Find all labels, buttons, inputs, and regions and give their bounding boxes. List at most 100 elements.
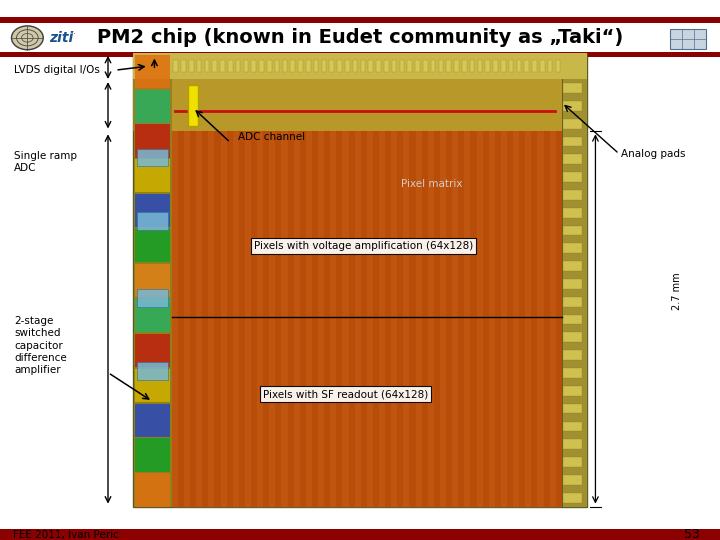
Bar <box>562 53 587 507</box>
Bar <box>137 362 168 380</box>
Bar <box>184 131 190 507</box>
Bar <box>563 386 582 396</box>
Bar <box>133 53 587 79</box>
Bar <box>563 119 582 129</box>
Bar <box>361 131 366 507</box>
Bar <box>489 131 495 507</box>
Bar <box>188 85 199 126</box>
Bar <box>563 279 582 289</box>
Bar <box>482 131 489 507</box>
Bar <box>513 131 519 507</box>
Bar <box>174 60 178 72</box>
Bar <box>563 404 582 414</box>
Bar <box>343 131 348 507</box>
Bar <box>212 60 217 72</box>
Text: Pixel matrix: Pixel matrix <box>401 179 463 188</box>
Bar <box>385 131 391 507</box>
Bar <box>348 131 355 507</box>
Bar <box>294 131 300 507</box>
Bar <box>563 350 582 360</box>
Bar <box>366 131 373 507</box>
Bar <box>563 83 582 93</box>
Bar <box>259 60 264 72</box>
Bar <box>306 131 312 507</box>
Bar <box>563 315 582 325</box>
Bar <box>509 60 513 72</box>
Bar <box>322 60 326 72</box>
Bar <box>477 60 482 72</box>
Bar <box>391 131 397 507</box>
Bar <box>324 131 330 507</box>
Bar <box>239 131 245 507</box>
Bar <box>540 60 545 72</box>
Text: Pixels with SF readout (64x128): Pixels with SF readout (64x128) <box>263 389 428 399</box>
Bar <box>135 229 170 262</box>
Bar <box>208 131 215 507</box>
Bar <box>330 131 336 507</box>
Bar <box>485 60 490 72</box>
Bar <box>275 131 282 507</box>
Text: ...: ... <box>69 29 76 35</box>
Bar <box>202 131 208 507</box>
Bar <box>197 60 202 72</box>
Bar <box>135 159 170 192</box>
Bar <box>392 60 397 72</box>
Bar <box>181 60 186 72</box>
Bar <box>137 289 168 307</box>
Bar <box>517 60 521 72</box>
Bar <box>267 60 271 72</box>
Bar <box>227 131 233 507</box>
Bar <box>282 60 287 72</box>
Bar <box>133 53 587 507</box>
Bar <box>137 148 168 166</box>
Bar <box>264 131 269 507</box>
Bar <box>336 131 343 507</box>
Bar <box>469 60 474 72</box>
Bar <box>135 299 170 332</box>
Bar <box>563 190 582 200</box>
Bar <box>220 60 225 72</box>
Bar <box>549 131 556 507</box>
Bar <box>493 60 498 72</box>
Bar <box>544 131 549 507</box>
Bar <box>556 131 562 507</box>
Bar <box>563 244 582 253</box>
Bar <box>434 131 440 507</box>
Bar <box>670 29 706 49</box>
Bar <box>563 368 582 378</box>
Bar <box>470 131 477 507</box>
Text: 2.7 mm: 2.7 mm <box>672 273 682 310</box>
Bar <box>172 131 178 507</box>
Bar <box>563 422 582 431</box>
Bar <box>204 60 210 72</box>
Bar <box>464 131 470 507</box>
Bar <box>287 131 294 507</box>
Bar <box>0 529 720 540</box>
Bar <box>563 226 582 235</box>
Bar <box>526 131 531 507</box>
Bar <box>178 131 184 507</box>
Bar <box>495 131 501 507</box>
Bar <box>290 60 295 72</box>
Bar <box>524 60 529 72</box>
Bar <box>235 60 240 72</box>
Text: 53: 53 <box>684 528 700 540</box>
Bar <box>563 297 582 307</box>
Bar <box>537 131 544 507</box>
Bar <box>563 137 582 146</box>
Bar <box>355 131 361 507</box>
Bar <box>137 212 168 230</box>
Bar <box>228 60 233 72</box>
Bar <box>397 131 403 507</box>
Bar <box>0 57 720 529</box>
Text: Single ramp
ADC: Single ramp ADC <box>14 151 78 173</box>
Bar <box>563 172 582 182</box>
Bar <box>233 131 239 507</box>
Bar <box>353 60 357 72</box>
Bar <box>135 124 170 158</box>
Bar <box>275 60 279 72</box>
Circle shape <box>12 26 43 50</box>
Bar <box>423 60 428 72</box>
Bar <box>190 131 196 507</box>
Bar <box>329 60 334 72</box>
